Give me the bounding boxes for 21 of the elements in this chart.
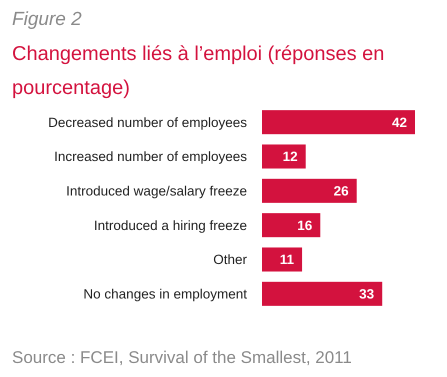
y-tick-label: Increased number of employees (54, 149, 248, 164)
data-label: 12 (282, 149, 298, 164)
bar (262, 282, 382, 306)
y-tick-label: Introduced wage/salary freeze (66, 184, 247, 199)
data-label: 16 (297, 218, 313, 233)
text: Figure 2 (12, 9, 82, 30)
y-tick-label: Other (213, 252, 248, 268)
bar (262, 178, 357, 203)
bar (262, 213, 320, 238)
chart-title: Changements liés à l’emploi (réponses en pourcentage) (12, 43, 384, 99)
source-note: Source : FCEI, Survival of the Smallest, 2011 (12, 348, 352, 367)
data-label: 42 (392, 114, 407, 130)
data-label: 26 (334, 184, 350, 199)
y-tick-label: No changes in employment (83, 286, 248, 302)
y-tick-label: Introduced a hiring freeze (94, 218, 247, 233)
data-label: 11 (280, 252, 295, 268)
y-tick-label: Decreased number of employees (48, 114, 248, 130)
bar (262, 110, 415, 134)
data-label: 33 (359, 286, 375, 302)
bar (262, 247, 302, 272)
bar (262, 144, 306, 169)
